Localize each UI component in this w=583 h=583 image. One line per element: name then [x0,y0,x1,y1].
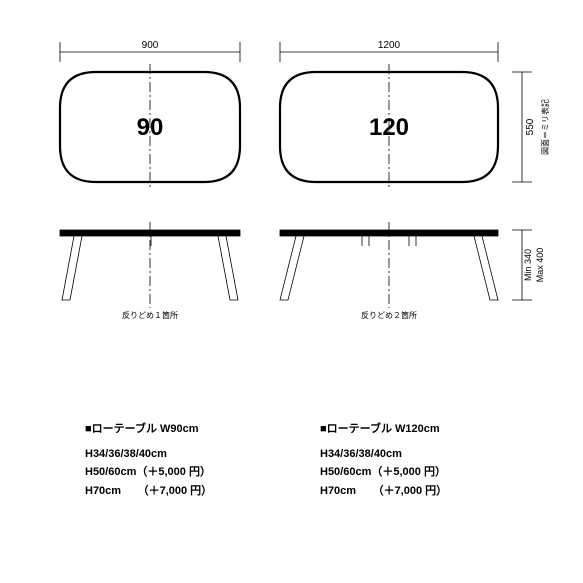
product-title-right: ■ローテーブル W120cm [320,420,447,439]
unit-note: 図面＝ミリ表記 [540,99,550,155]
warp-note-right: 反りどめ２箇所 [361,310,417,320]
dim-depth: 550 [525,118,536,135]
spec-line: H34/36/38/40cm [85,445,212,464]
diagram-page: 900 1200 90 120 [0,0,583,583]
spec-line: H70cm （＋7,000 円） [320,482,447,501]
spec-line: H50/60cm（＋5,000 円） [320,463,447,482]
spec-line: H70cm （＋7,000 円） [85,482,212,501]
spec-line: H50/60cm（＋5,000 円） [85,463,212,482]
side-views: 反りどめ１箇所 反りどめ２箇所 Min 34 [30,220,553,340]
specs-left: ■ローテーブル W90cm H34/36/38/40cm H50/60cm（＋5… [85,420,212,501]
plan-views: 900 1200 90 120 [30,30,553,210]
dim-width-left: 900 [142,40,159,51]
dim-width-right: 1200 [378,40,401,51]
spec-line: H34/36/38/40cm [320,445,447,464]
warp-note-left: 反りどめ１箇所 [122,310,178,320]
product-title-left: ■ローテーブル W90cm [85,420,212,439]
specs-right: ■ローテーブル W120cm H34/36/38/40cm H50/60cm（＋… [320,420,447,501]
drawing-frame: 900 1200 90 120 [30,30,553,563]
dim-height-min: Min 340 [523,249,533,281]
dim-height-max: Max 400 [535,248,545,283]
